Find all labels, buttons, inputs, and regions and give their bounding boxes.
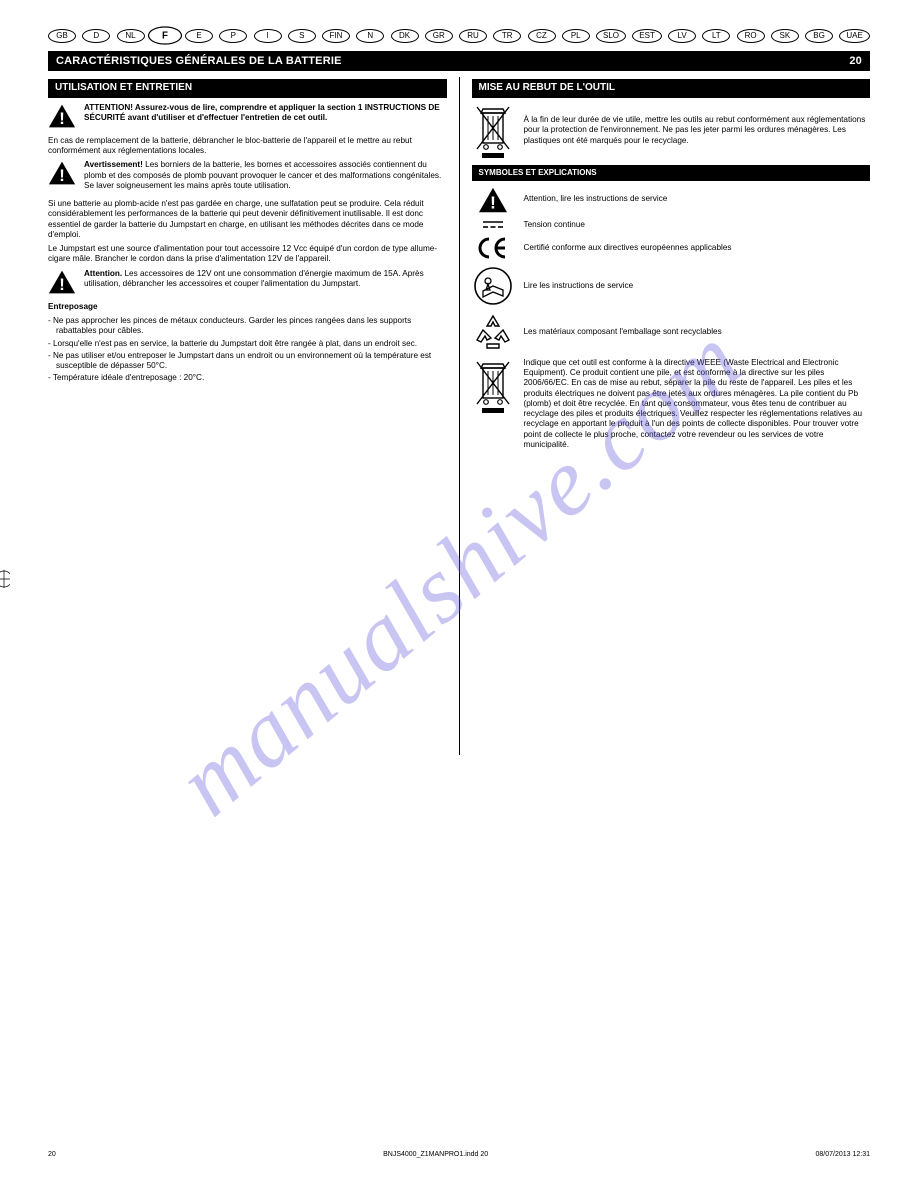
crop-mark-icon [0, 570, 10, 588]
paragraph-sulfation: Si une batterie au plomb-acide n'est pas… [48, 199, 447, 240]
warning-block-1: ! ATTENTION! Assurez-vous de lire, compr… [48, 103, 447, 132]
list-item: - Ne pas utiliser et/ou entreposer le Ju… [48, 351, 447, 372]
lang-tab: NL [117, 29, 145, 43]
left-column: UTILISATION ET ENTRETIEN ! ATTENTION! As… [48, 77, 459, 755]
warning-3-bold: Attention. [84, 269, 122, 278]
dc-voltage-icon [472, 220, 514, 230]
warning-3-text: Attention. Les accessoires de 12V ont un… [84, 269, 447, 290]
list-item: - Lorsqu'elle n'est pas en service, la b… [48, 339, 447, 349]
header-page-number: 20 [849, 55, 862, 67]
warning-3-body: Les accessoires de 12V ont une consommat… [84, 269, 424, 288]
header-bar: CARACTÉRISTIQUES GÉNÉRALES DE LA BATTERI… [48, 51, 870, 71]
list-item: - Ne pas approcher les pinces de métaux … [48, 316, 447, 337]
ce-mark-icon [472, 236, 514, 260]
read-manual-icon [472, 266, 514, 306]
symbol-weee-text: Indique que cet outil est conforme à la … [524, 358, 871, 450]
lang-tab: LT [702, 29, 730, 43]
lang-tab: TR [493, 29, 521, 43]
lang-tab: UAE [839, 29, 869, 43]
symbol-warning-row: ! Attention, lire les instructions de se… [472, 186, 871, 214]
header-title: CARACTÉRISTIQUES GÉNÉRALES DE LA BATTERI… [56, 55, 342, 67]
weee-bin-icon [472, 358, 514, 414]
two-column-layout: UTILISATION ET ENTRETIEN ! ATTENTION! As… [48, 77, 870, 755]
page: GB D NL F E P I S FIN N DK GR RU TR CZ P… [0, 0, 918, 1188]
lang-tab: N [356, 29, 384, 43]
lang-tab: E [185, 29, 213, 43]
symbol-warning-text: Attention, lire les instructions de serv… [524, 194, 871, 204]
symbol-read-manual-text: Lire les instructions de service [524, 281, 871, 291]
lang-tab: RU [459, 29, 487, 43]
lang-tab: CZ [528, 29, 556, 43]
lang-tab: GR [425, 29, 453, 43]
lang-tab: PL [562, 29, 590, 43]
footer-filename: BNJS4000_Z1MANPRO1.indd 20 [383, 1151, 488, 1158]
paragraph-12v-source: Le Jumpstart est une source d'alimentati… [48, 244, 447, 265]
warning-icon: ! [48, 103, 78, 132]
dispose-text: À la fin de leur durée de vie utile, met… [524, 115, 871, 146]
svg-text:!: ! [59, 108, 65, 127]
svg-text:!: ! [59, 166, 65, 185]
lang-tab: SK [771, 29, 799, 43]
symbol-dc-row: Tension continue [472, 220, 871, 230]
storage-heading: Entreposage [48, 302, 447, 312]
symbol-dc-text: Tension continue [524, 220, 871, 230]
lang-tab-active: F [148, 26, 182, 44]
symbol-ce-row: Certifié conforme aux directives europée… [472, 236, 871, 260]
footer: 20 BNJS4000_Z1MANPRO1.indd 20 08/07/2013… [48, 1151, 870, 1158]
lang-tab: BG [805, 29, 833, 43]
lang-tab: SLO [596, 29, 626, 43]
paragraph-battery-replace: En cas de remplacement de la batterie, d… [48, 136, 447, 157]
language-tab-row: GB D NL F E P I S FIN N DK GR RU TR CZ P… [48, 28, 870, 43]
right-column: MISE AU REBUT DE L'OUTIL [460, 77, 871, 755]
symbol-ce-text: Certifié conforme aux directives europée… [524, 243, 871, 253]
section-title-dispose: MISE AU REBUT DE L'OUTIL [472, 79, 871, 98]
symbol-recycle-text: Les matériaux composant l'emballage sont… [524, 327, 871, 337]
footer-date: 08/07/2013 12:31 [815, 1151, 870, 1158]
warning-2-text: Avertissement! Les borniers de la batter… [84, 160, 447, 191]
lang-tab: D [82, 29, 110, 43]
dispose-row: À la fin de leur durée de vie utile, met… [472, 103, 871, 159]
storage-list: - Ne pas approcher les pinces de métaux … [48, 316, 447, 384]
symbol-weee-row: Indique que cet outil est conforme à la … [472, 358, 871, 450]
lang-tab: DK [391, 29, 419, 43]
section-title-usage: UTILISATION ET ENTRETIEN [48, 79, 447, 98]
symbol-recycle-row: Les matériaux composant l'emballage sont… [472, 312, 871, 352]
lang-tab: FIN [322, 29, 350, 43]
section-title-symbols: SYMBOLES ET EXPLICATIONS [472, 165, 871, 181]
lang-tab: RO [737, 29, 765, 43]
lang-tab: GB [48, 29, 76, 43]
lang-tab: I [254, 29, 282, 43]
footer-page: 20 [48, 1151, 56, 1158]
warning-block-2: ! Avertissement! Les borniers de la batt… [48, 160, 447, 195]
warning-icon: ! [48, 160, 78, 195]
warning-1-text: ATTENTION! Assurez-vous de lire, compren… [84, 103, 447, 124]
recycle-icon [472, 312, 514, 352]
lang-tab: EST [632, 29, 662, 43]
svg-text:!: ! [490, 192, 496, 212]
lang-tab: S [288, 29, 316, 43]
svg-text:!: ! [59, 274, 65, 293]
warning-2-bold: Avertissement! [84, 160, 143, 169]
symbol-read-manual-row: Lire les instructions de service [472, 266, 871, 306]
list-item: - Température idéale d'entreposage : 20°… [48, 373, 447, 383]
weee-bin-icon [472, 103, 514, 159]
warning-icon: ! [472, 186, 514, 214]
lang-tab: P [219, 29, 247, 43]
warning-icon: ! [48, 269, 78, 298]
lang-tab: LV [668, 29, 696, 43]
warning-block-3: ! Attention. Les accessoires de 12V ont … [48, 269, 447, 298]
